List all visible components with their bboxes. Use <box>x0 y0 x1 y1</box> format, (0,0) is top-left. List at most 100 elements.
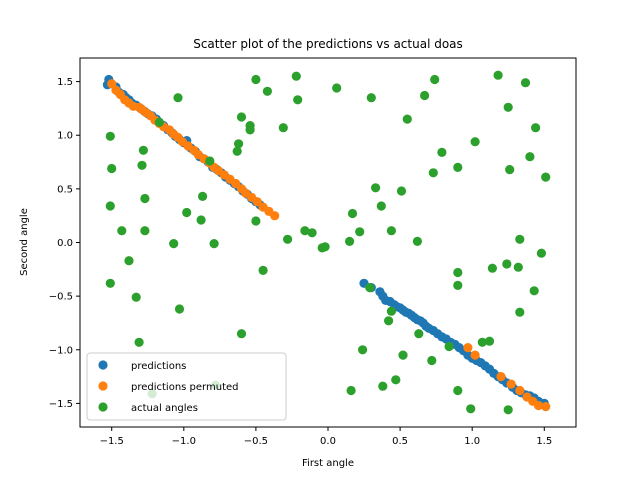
plot-area <box>102 70 551 415</box>
series-2-point-56 <box>396 186 407 196</box>
series-2-point-20 <box>205 156 215 166</box>
series-2-point-34 <box>283 234 293 244</box>
series-2-point-52 <box>384 316 394 326</box>
series-2-point-57 <box>398 350 408 360</box>
series-2-point-88 <box>536 248 547 258</box>
series-2-point-42 <box>345 236 355 246</box>
series-2-point-6 <box>131 292 141 302</box>
series-2-point-74 <box>484 336 495 346</box>
series-2-point-60 <box>414 329 424 339</box>
series-2-point-66 <box>444 341 454 352</box>
series-2-point-8 <box>137 160 147 170</box>
series-2-point-65 <box>437 147 447 157</box>
series-2-point-58 <box>402 114 412 124</box>
series-2-point-55 <box>391 375 401 385</box>
series-1-point-30 <box>252 197 262 207</box>
x-tick-label: −0.5 <box>244 436 268 447</box>
legend-label-2: actual angles <box>131 403 198 414</box>
series-2-point-9 <box>138 145 148 155</box>
series-2-point-75 <box>487 263 497 273</box>
series-2-point-37 <box>300 226 310 236</box>
series-2-point-0 <box>105 131 115 141</box>
x-tick-label: 1.5 <box>536 436 552 447</box>
series-2-point-48 <box>366 93 376 103</box>
series-2-point-63 <box>428 168 438 178</box>
series-2-point-19 <box>198 191 208 201</box>
chart-title: Scatter plot of the predictions vs actua… <box>193 37 463 51</box>
series-1-point-41 <box>533 400 544 411</box>
series-2-point-86 <box>529 286 539 296</box>
series-2-point-24 <box>234 139 244 149</box>
y-tick-label: −1.0 <box>49 345 73 356</box>
y-tick-label: 1.5 <box>57 77 73 88</box>
series-2-point-14 <box>169 239 179 249</box>
series-2-point-67 <box>453 162 463 172</box>
series-2-point-41 <box>332 83 342 93</box>
series-2-point-29 <box>251 74 261 85</box>
series-2-point-4 <box>117 226 127 236</box>
legend-box <box>86 352 287 421</box>
series-2-point-64 <box>430 74 440 85</box>
series-1-point-37 <box>506 379 516 389</box>
series-2-point-85 <box>525 152 535 162</box>
series-2-point-46 <box>358 345 368 355</box>
series-2-point-15 <box>174 304 185 314</box>
series-2-point-28 <box>245 125 255 135</box>
series-2-point-87 <box>531 123 541 133</box>
y-axis: −1.5 −1.0 −0.5 0.0 0.5 1.0 1.5 <box>49 77 80 410</box>
y-tick-label: 1.0 <box>57 131 73 142</box>
series-2-point-78 <box>503 405 513 415</box>
x-tick-label: 1.0 <box>464 436 480 447</box>
series-2-point-2 <box>105 201 115 211</box>
series-2-point-7 <box>134 337 144 347</box>
series-1-point-34 <box>463 343 473 353</box>
y-tick-label: 0.0 <box>57 238 73 249</box>
x-tick-label: −1.0 <box>172 436 196 447</box>
series-2-point-5 <box>124 256 134 266</box>
y-tick-label: 0.5 <box>57 184 73 195</box>
series-2-point-68 <box>453 267 463 278</box>
x-tick-label: 0.5 <box>392 436 408 447</box>
x-axis: −1.5 −1.0 −0.5 0.0 0.5 1.0 1.5 <box>100 427 552 447</box>
series-2-point-50 <box>376 201 386 211</box>
series-2-point-17 <box>182 207 192 218</box>
x-tick-label: −1.5 <box>100 436 124 447</box>
series-2-point-61 <box>420 90 430 101</box>
series-2-point-45 <box>355 227 365 237</box>
series-2-point-11 <box>140 226 150 236</box>
series-2-point-30 <box>251 216 261 226</box>
legend-label-0: predictions <box>131 361 186 372</box>
series-2-point-76 <box>493 70 503 80</box>
series-2-point-35 <box>291 71 301 81</box>
series-2-point-1 <box>107 163 117 174</box>
series-2-point-32 <box>262 86 272 96</box>
series-2-point-72 <box>470 137 480 147</box>
legend: predictions predictions permuted actual an… <box>86 352 287 421</box>
series-2-point-71 <box>466 404 476 414</box>
series-2 <box>105 70 551 415</box>
x-tick-label: 0.0 <box>320 436 336 447</box>
series-1-point-26 <box>231 178 241 189</box>
series-2-point-62 <box>427 355 437 366</box>
series-2-point-81 <box>513 262 523 272</box>
legend-marker-2 <box>98 402 108 412</box>
series-2-point-84 <box>520 78 531 88</box>
series-2-point-47 <box>365 283 375 293</box>
series-2-point-54 <box>386 306 396 316</box>
series-2-point-43 <box>347 208 358 219</box>
x-axis-title: First angle <box>302 458 354 469</box>
series-2-point-26 <box>236 112 247 122</box>
series-2-point-31 <box>258 265 268 275</box>
legend-marker-0 <box>98 360 108 370</box>
series-2-point-38 <box>307 228 317 238</box>
series-2-point-10 <box>140 193 150 204</box>
series-1-point-0 <box>107 79 117 89</box>
series-2-point-25 <box>236 329 247 339</box>
series-1-point-42 <box>541 402 551 412</box>
series-2-point-16 <box>173 93 183 103</box>
series-1-point-36 <box>496 372 506 382</box>
series-2-point-83 <box>515 307 525 317</box>
legend-marker-1 <box>98 381 108 391</box>
series-2-point-77 <box>502 259 512 269</box>
series-2-point-59 <box>412 236 422 246</box>
